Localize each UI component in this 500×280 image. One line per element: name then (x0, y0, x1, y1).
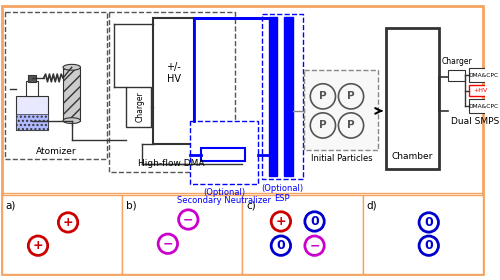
Bar (470, 68, 498, 82)
Text: 0: 0 (276, 239, 285, 252)
Text: Dual SMPS: Dual SMPS (451, 117, 500, 126)
Bar (268, 17, 278, 176)
Bar (262, 14, 302, 179)
Text: P: P (347, 91, 355, 101)
Text: P: P (319, 91, 326, 101)
Text: c): c) (246, 200, 256, 210)
Text: P: P (319, 120, 326, 130)
Text: d): d) (366, 200, 377, 210)
Bar (284, 17, 293, 176)
Bar (448, 70, 466, 81)
Bar (16, 114, 48, 130)
Bar (200, 148, 246, 161)
Text: Atomizer: Atomizer (36, 146, 76, 155)
Text: DMA&CPC: DMA&CPC (469, 73, 499, 78)
Text: Secondary Neutralizer: Secondary Neutralizer (177, 196, 271, 205)
Bar (2, 195, 122, 274)
Text: (Optional)
ESP: (Optional) ESP (261, 184, 303, 203)
Bar (386, 29, 440, 169)
Text: Charger: Charger (136, 92, 145, 122)
Text: Chamber: Chamber (392, 152, 434, 161)
Text: Initial Particles: Initial Particles (310, 153, 372, 163)
Bar (122, 195, 242, 274)
Text: P: P (347, 120, 355, 130)
Text: +HV: +HV (473, 88, 487, 93)
Ellipse shape (63, 118, 80, 123)
Text: b): b) (126, 200, 136, 210)
Bar (153, 18, 194, 144)
Bar (28, 75, 36, 82)
Bar (108, 12, 234, 172)
Bar (63, 67, 80, 121)
Text: DMA&CPC: DMA&CPC (469, 104, 499, 109)
Text: 0: 0 (424, 239, 433, 252)
Bar (190, 121, 258, 184)
Text: −: − (183, 213, 194, 226)
Bar (16, 96, 48, 130)
Text: +: + (276, 215, 286, 228)
Text: 0: 0 (424, 216, 433, 229)
Text: +: + (32, 239, 44, 252)
Bar (26, 81, 38, 96)
Text: 0: 0 (310, 215, 319, 228)
Text: +/-
HV: +/- HV (166, 62, 181, 84)
Text: +: + (63, 216, 74, 229)
Text: −: − (162, 237, 173, 250)
Bar (242, 195, 362, 274)
Text: a): a) (6, 200, 16, 210)
Text: (Optional): (Optional) (203, 188, 245, 197)
Text: −: − (310, 239, 320, 252)
Text: Charger: Charger (441, 57, 472, 66)
Bar (304, 70, 378, 150)
Bar (5, 12, 106, 159)
Bar (470, 99, 498, 113)
Bar (362, 195, 483, 274)
Bar (126, 87, 152, 127)
Ellipse shape (63, 64, 80, 70)
Text: High-flow DMA: High-flow DMA (138, 159, 205, 168)
Bar (470, 85, 490, 96)
